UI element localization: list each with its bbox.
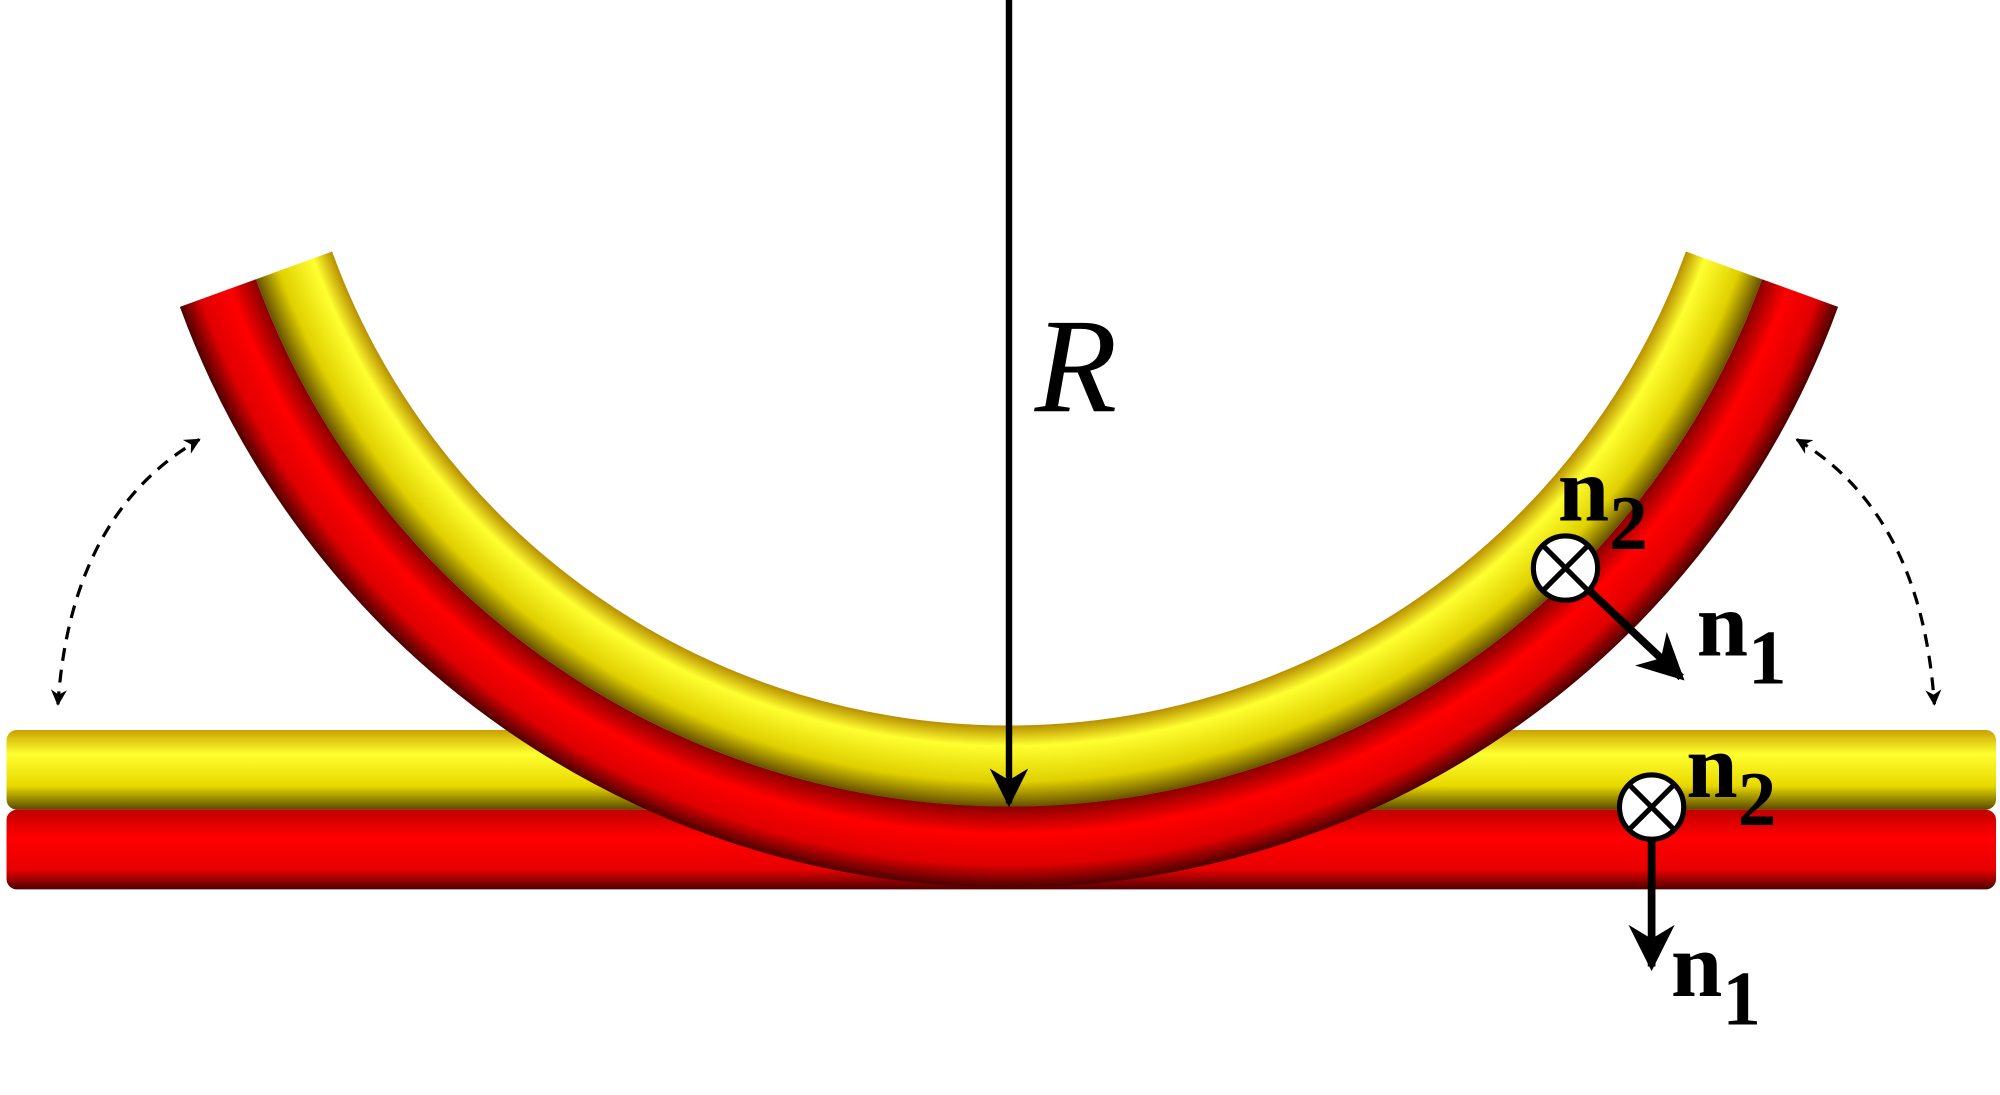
normal-label: n1 [1671,915,1761,1041]
normal-label: n2 [1558,440,1648,566]
n: n [1697,574,1748,676]
bent-red-rod [179,279,1839,888]
normal-label: n2 [1686,716,1776,842]
bend-arrow [50,438,201,706]
bend-arrow [1795,438,1942,706]
into-page-symbol [1530,533,1601,603]
normal-label: n1 [1697,574,1787,700]
radius-label: R [1034,292,1117,441]
n: n [1686,716,1737,818]
n: n [1671,915,1722,1017]
into-page-symbol [1616,772,1687,842]
subscript: 1 [1748,615,1787,701]
n: n [1558,440,1609,542]
subscript: 1 [1722,955,1761,1041]
subscript: 2 [1609,480,1648,566]
subscript: 2 [1738,756,1777,842]
